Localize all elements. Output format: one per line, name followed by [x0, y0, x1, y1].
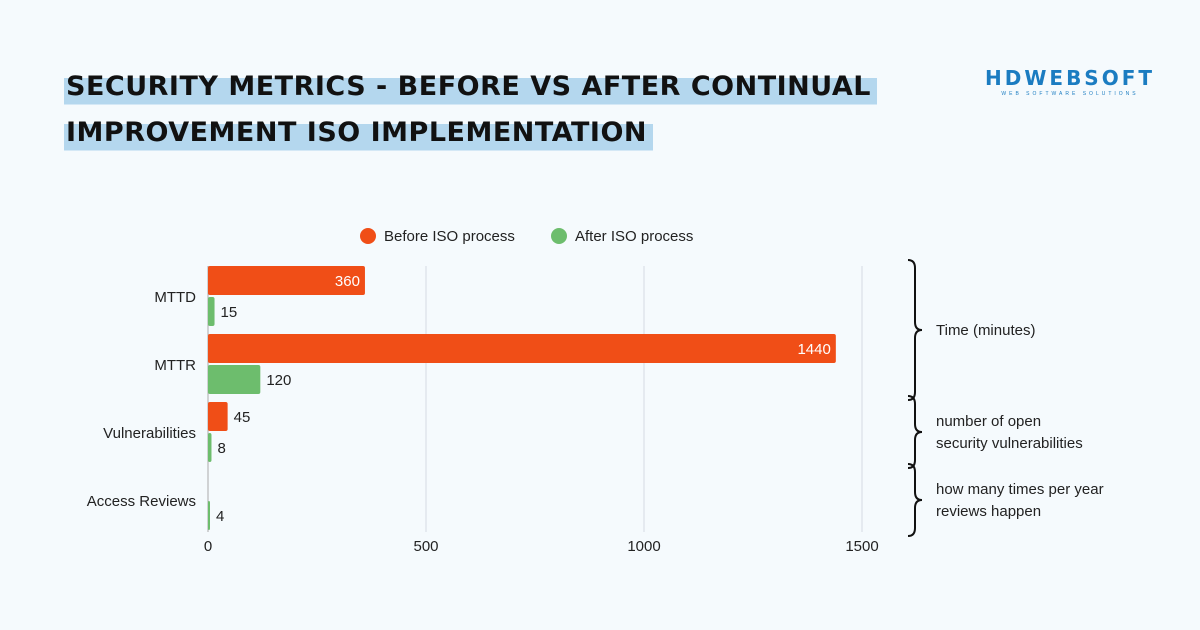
curly-brace: [907, 395, 923, 469]
annotation-text: Time (minutes): [936, 322, 1035, 339]
data-label: 1440: [797, 341, 830, 358]
data-label: 120: [266, 372, 291, 389]
annotation-text: number of open: [936, 413, 1041, 430]
x-tick-label: 500: [413, 538, 438, 555]
data-label: 8: [217, 440, 225, 457]
logo-subtext: WEB SOFTWARE SOLUTIONS: [1001, 91, 1139, 97]
legend-marker: [551, 228, 567, 244]
category-label: Access Reviews: [87, 493, 196, 510]
annotation-text: how many times per year: [936, 481, 1104, 498]
category-label: MTTR: [154, 357, 196, 374]
x-tick-label: 0: [204, 538, 212, 555]
bar: [208, 334, 836, 363]
data-label: 4: [216, 508, 224, 525]
data-label: 45: [234, 409, 251, 426]
x-tick-label: 1000: [627, 538, 660, 555]
bar: [208, 297, 215, 326]
curly-brace: [907, 259, 923, 401]
logo: HDWEBSOFT WEB SOFTWARE SOLUTIONS: [985, 66, 1155, 97]
data-label: 15: [221, 304, 238, 321]
bar: [208, 433, 212, 462]
category-label: MTTD: [154, 289, 196, 306]
page-title: SECURITY METRICS - BEFORE VS AFTER CONTI…: [64, 64, 877, 156]
bar: [208, 501, 210, 530]
annotation-text: reviews happen: [936, 503, 1041, 520]
legend-label: After ISO process: [575, 228, 693, 245]
annotation-text: security vulnerabilities: [936, 435, 1083, 452]
category-label: Vulnerabilities: [103, 425, 196, 442]
x-tick-label: 1500: [845, 538, 878, 555]
legend-label: Before ISO process: [384, 228, 515, 245]
title-line-1: SECURITY METRICS - BEFORE VS AFTER CONTI…: [64, 64, 877, 110]
bar: [208, 402, 228, 431]
logo-text: HDWEBSOFT: [985, 66, 1156, 90]
data-label: 360: [335, 273, 360, 290]
bar: [208, 266, 365, 295]
bar: [208, 365, 261, 394]
title-line-2: IMPROVEMENT ISO IMPLEMENTATION: [64, 110, 654, 156]
legend-marker: [360, 228, 376, 244]
curly-brace: [907, 463, 923, 537]
